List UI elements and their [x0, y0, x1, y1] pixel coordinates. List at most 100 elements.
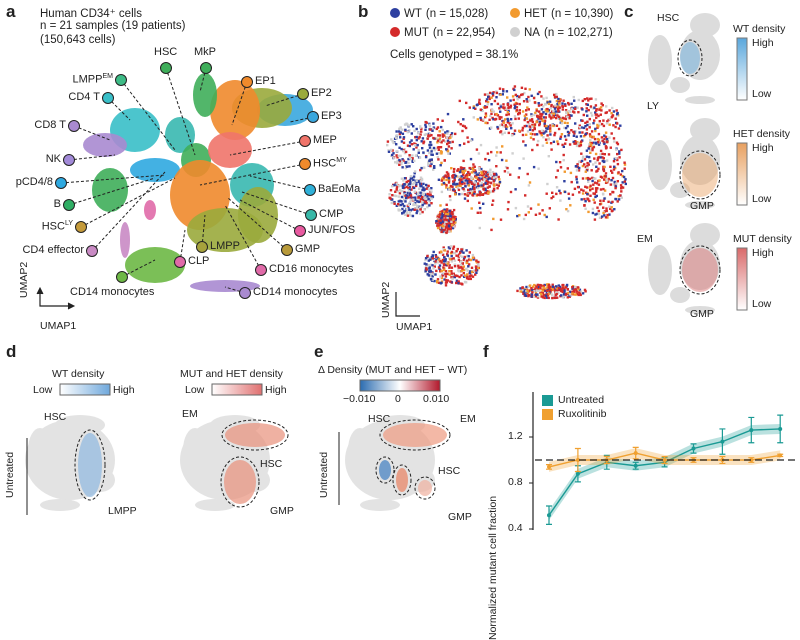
cell-point	[552, 124, 555, 128]
cell-point	[421, 188, 424, 192]
cell-point	[557, 127, 561, 131]
cell-point	[560, 119, 564, 123]
cell-point	[559, 192, 562, 195]
cell-point	[574, 122, 577, 125]
cell-point	[404, 150, 408, 154]
cell-point	[591, 148, 594, 152]
cell-point	[561, 108, 564, 111]
cluster-marker	[304, 184, 316, 196]
cell-point	[426, 195, 429, 198]
dashed-outline	[379, 419, 451, 451]
cell-point	[455, 279, 459, 282]
cell-point	[520, 93, 523, 97]
cell-point	[506, 121, 509, 124]
a-header-2: n = 21 samples (19 patients)	[40, 20, 186, 32]
cell-point	[537, 295, 540, 298]
cell-point	[462, 118, 465, 121]
cell-point	[588, 177, 591, 181]
cell-point	[424, 269, 427, 273]
cell-point	[441, 220, 444, 223]
cell-point	[429, 141, 432, 144]
cluster-label-text: CD4 T	[68, 91, 100, 103]
colorbar	[736, 247, 748, 311]
leader-line	[80, 177, 176, 228]
cell-point	[588, 199, 591, 203]
cell-point	[516, 289, 519, 293]
cell-point	[436, 260, 440, 264]
cell-point	[605, 122, 609, 125]
cell-point	[612, 110, 616, 113]
cell-point	[483, 173, 486, 176]
cell-point	[451, 277, 454, 280]
cell-point	[386, 140, 390, 143]
map-blob	[685, 306, 715, 314]
cell-point	[504, 124, 507, 127]
y-tick-label: 0.8	[508, 476, 523, 488]
cell-point	[497, 175, 500, 179]
cell-point	[472, 106, 475, 110]
cell-point	[502, 121, 506, 124]
cell-point	[444, 140, 447, 143]
cell-point	[439, 268, 442, 272]
cluster-label: EP1	[255, 75, 276, 87]
cell-point	[568, 117, 571, 120]
cell-point	[447, 181, 451, 184]
cell-point	[514, 188, 517, 191]
cell-point	[453, 217, 456, 220]
cell-point	[538, 212, 541, 215]
cell-point	[477, 266, 480, 270]
cell-point	[410, 179, 413, 182]
cell-point	[413, 190, 416, 193]
cell-point	[452, 225, 455, 228]
cell-point	[540, 108, 544, 111]
cell-point	[563, 287, 566, 290]
cell-point	[421, 137, 425, 140]
cell-point	[557, 284, 560, 287]
cell-point	[604, 216, 608, 219]
cell-point	[444, 284, 448, 287]
cell-point	[473, 169, 477, 172]
cell-point	[540, 131, 543, 135]
cell-point	[591, 207, 595, 211]
delta-tick: 0	[395, 393, 401, 405]
cell-point	[468, 106, 471, 109]
cell-point	[612, 168, 616, 171]
cell-point	[576, 165, 579, 169]
cell-point	[608, 205, 611, 208]
cell-point	[574, 140, 577, 143]
cell-point	[428, 123, 431, 127]
dashed-outline	[221, 419, 289, 451]
map-blob	[690, 13, 720, 37]
panel-label-e: e	[314, 342, 324, 361]
cell-point	[540, 103, 543, 107]
cell-point	[537, 285, 541, 288]
cell-point	[506, 171, 510, 174]
cell-point	[470, 182, 474, 185]
cell-point	[417, 191, 420, 194]
cell-point	[582, 155, 585, 158]
cell-point	[408, 141, 412, 144]
cell-point	[436, 278, 440, 281]
cell-point	[617, 198, 621, 201]
cell-point	[499, 151, 502, 154]
cell-point	[524, 213, 527, 217]
cell-point	[402, 159, 405, 162]
cell-point	[462, 187, 465, 191]
cell-point	[428, 151, 431, 155]
cell-point	[495, 173, 498, 177]
cell-point	[427, 184, 430, 188]
cell-point	[416, 200, 419, 203]
cluster-label-text: CD8 T	[34, 119, 66, 131]
cell-point	[429, 277, 433, 281]
cell-point	[431, 195, 435, 198]
cell-point	[467, 184, 470, 187]
cell-point	[549, 142, 553, 145]
cell-point	[588, 126, 591, 129]
cell-point	[551, 191, 554, 194]
panel-label-c: c	[624, 2, 634, 21]
cell-point	[402, 193, 406, 196]
cell-point	[532, 96, 536, 100]
cell-point	[518, 214, 521, 217]
cell-point	[589, 135, 592, 138]
cell-point	[442, 263, 446, 266]
